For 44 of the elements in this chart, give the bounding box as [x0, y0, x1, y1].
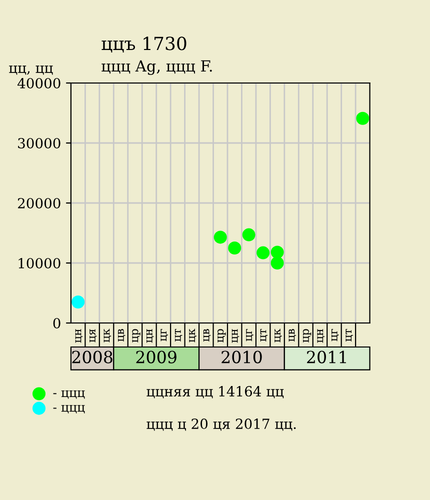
- x-tick-label: цв: [203, 329, 211, 342]
- x-tick-label: цр: [302, 329, 312, 342]
- x-tick-label: цн: [317, 329, 325, 343]
- legend-label: - ццц: [53, 390, 85, 399]
- y-tick-label: 40000: [17, 78, 60, 88]
- point: [72, 295, 85, 309]
- point: [214, 230, 227, 244]
- y-tick-label: 30000: [18, 138, 60, 148]
- point: [356, 112, 370, 125]
- x-tick-label: цк: [274, 328, 282, 342]
- chart-title: ццъ 1730: [102, 36, 186, 52]
- x-tick-label: цг: [160, 329, 168, 342]
- y-tick-label: 20000: [18, 198, 60, 208]
- point: [228, 241, 242, 255]
- point: [242, 228, 256, 242]
- x-tick-label: цк: [189, 328, 197, 342]
- x-tick-label: цк: [104, 328, 112, 342]
- x-tick-label: цн: [75, 329, 83, 343]
- text: 2011: [307, 350, 346, 364]
- x-tick-label: цр: [218, 329, 226, 342]
- point: [270, 246, 284, 259]
- x-tick-label: цг: [332, 329, 339, 342]
- x-tick-label: цр: [132, 329, 140, 342]
- x-tick-label: цт: [260, 328, 268, 342]
- text: ццняя цц 14164 цц: [146, 386, 284, 398]
- x-tick-label: цн: [146, 329, 154, 343]
- x-tick-label: цв: [118, 329, 126, 342]
- y-tick-label: 0: [53, 318, 60, 328]
- y-axis-title: цц, цц: [9, 66, 53, 75]
- legend-label: - ццц: [53, 405, 85, 414]
- text: 2008: [72, 350, 112, 364]
- y-tick-label: 10000: [18, 258, 60, 268]
- point: [270, 256, 284, 270]
- text: 2009: [136, 350, 176, 364]
- x-tick-label: ця: [90, 329, 97, 342]
- x-tick-label: цт: [174, 328, 182, 342]
- x-tick-label: цт: [346, 328, 354, 342]
- x-tick-label: цг: [246, 329, 254, 342]
- x-tick-label: цв: [288, 329, 296, 342]
- point: [256, 246, 270, 260]
- chart-subtitle: ццц Ag, ццц F.: [102, 60, 212, 75]
- x-tick-label: цн: [232, 329, 240, 343]
- text: 2010: [222, 350, 262, 364]
- text: ццц ц 20 ця 2017 цц.: [146, 418, 296, 431]
